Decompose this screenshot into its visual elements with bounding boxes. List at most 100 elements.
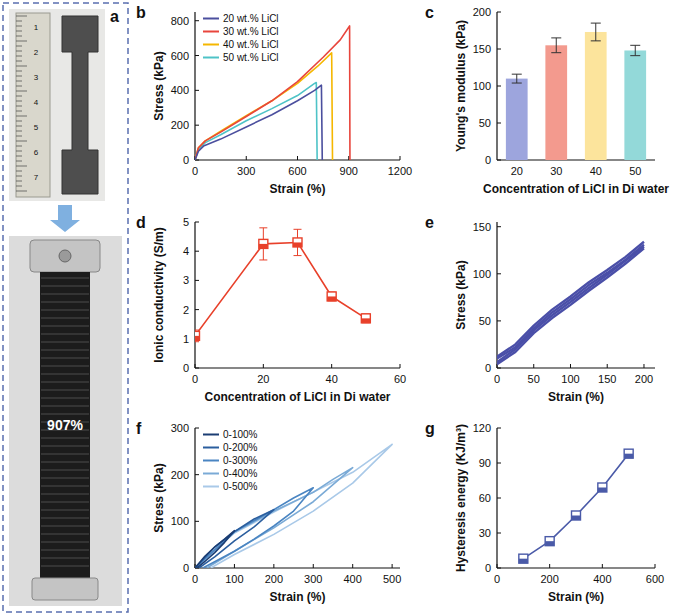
- y-tick-label: 100: [171, 515, 189, 527]
- ruler-tick: [16, 56, 22, 57]
- legend-swatch: [203, 473, 219, 475]
- ruler-tick: [16, 81, 22, 82]
- error-bar-stem: [556, 38, 557, 53]
- y-tick: [195, 309, 199, 310]
- bar: [624, 50, 646, 160]
- legend-swatch: [203, 31, 219, 33]
- sample-stripe: [41, 278, 89, 279]
- x-tick: [234, 564, 235, 568]
- ruler-tick: [16, 171, 22, 172]
- x-tick-label: 1200: [388, 165, 412, 177]
- x-axis-title: Strain (%): [548, 390, 604, 404]
- legend-label: 0-400%: [223, 468, 258, 479]
- x-tick-label: 600: [646, 573, 664, 585]
- y-tick-label: 150: [473, 221, 491, 233]
- x-tick: [400, 156, 401, 160]
- x-axis-title: Concentration of LiCl in Di water: [204, 390, 390, 404]
- data-line: [195, 510, 274, 568]
- x-tick: [273, 564, 274, 568]
- ruler-tick: [16, 166, 27, 167]
- y-tick: [497, 320, 501, 321]
- x-tick-label: 30: [550, 165, 562, 177]
- x-axis: [195, 567, 400, 568]
- error-bar-cap: [294, 229, 302, 230]
- error-bar: [551, 38, 561, 53]
- y-tick-label: 300: [171, 422, 189, 434]
- y-axis: [194, 222, 195, 368]
- data-line: [195, 531, 234, 568]
- legend-label: 0-100%: [223, 429, 258, 440]
- y-tick: [497, 463, 501, 464]
- sample-stripe: [41, 438, 89, 439]
- bar: [585, 32, 607, 160]
- y-tick: [497, 533, 501, 534]
- y-tick-label: 90: [479, 457, 491, 469]
- x-tick-label: 500: [383, 573, 401, 585]
- sample-stripe: [41, 486, 89, 487]
- marker: [195, 331, 200, 340]
- data-line: [195, 26, 350, 160]
- y-tick-label: 1: [183, 333, 189, 345]
- y-tick-label: 0: [485, 362, 491, 374]
- x-tick-label: 900: [340, 165, 358, 177]
- marker-fill: [259, 244, 268, 249]
- ruler-label: 1: [34, 23, 39, 32]
- marker: [519, 554, 528, 563]
- legend-label: 40 wt.% LiCl: [223, 39, 279, 50]
- legend-label: 0-500%: [223, 481, 258, 492]
- data-group: [195, 228, 370, 342]
- ruler-tick: [16, 186, 22, 187]
- ruler-tick: [16, 141, 27, 142]
- panel-a: 1234567907%a: [3, 3, 128, 612]
- ruler: [16, 13, 50, 197]
- y-tick: [497, 498, 501, 499]
- data-line: [195, 83, 317, 160]
- y-tick-label: 150: [473, 43, 491, 55]
- error-bar-cap: [512, 83, 522, 84]
- marker: [598, 483, 607, 492]
- x-tick-label: 0: [192, 373, 198, 385]
- x-axis-title: Strain (%): [548, 590, 604, 604]
- ruler-tick: [16, 86, 22, 87]
- sample-stripe: [41, 358, 89, 359]
- data-line: [523, 454, 628, 559]
- x-tick-label: 600: [288, 165, 306, 177]
- figure: 1234567907%a0200400600800030060090012002…: [0, 0, 677, 616]
- x-tick-label: 60: [394, 373, 406, 385]
- ruler-tick: [16, 31, 22, 32]
- chart-panel: 03060901200200400600Strain (%)Hysteresis…: [425, 420, 664, 604]
- chart-panel: 05010015020020304050Concentration of LiC…: [425, 4, 669, 196]
- x-tick: [352, 564, 353, 568]
- error-bar-cap: [591, 23, 601, 24]
- ruler-tick: [16, 91, 27, 92]
- legend-swatch: [203, 434, 219, 436]
- ruler-label: 7: [34, 173, 39, 182]
- sample-stripe: [41, 542, 89, 543]
- x-axis: [497, 567, 655, 568]
- sample-stripe: [41, 470, 89, 471]
- x-tick: [348, 156, 349, 160]
- ruler-tick: [16, 66, 27, 67]
- y-tick-label: 0: [183, 362, 189, 374]
- y-tick: [195, 521, 199, 522]
- legend: 20 wt.% LiCl30 wt.% LiCl40 wt.% LiCl50 w…: [203, 13, 279, 63]
- error-bar-cap: [259, 227, 267, 228]
- data-line: [195, 242, 366, 335]
- marker: [293, 238, 302, 247]
- sample-stripe: [41, 398, 89, 399]
- panel-letter: a: [110, 8, 119, 25]
- x-tick: [313, 564, 314, 568]
- sample-stripe: [41, 374, 89, 375]
- marker: [545, 537, 554, 546]
- panel-letter: b: [136, 4, 146, 21]
- ruler-tick: [16, 101, 22, 102]
- sample-stripe: [41, 302, 89, 303]
- x-tick-label: 200: [635, 373, 653, 385]
- x-tick-label: 20: [511, 165, 523, 177]
- ruler-tick: [16, 116, 27, 117]
- data-line: [195, 468, 353, 568]
- sample-stripe: [41, 462, 89, 463]
- x-tick: [400, 364, 401, 368]
- arrow: [50, 205, 80, 232]
- sample-stripe: [41, 526, 89, 527]
